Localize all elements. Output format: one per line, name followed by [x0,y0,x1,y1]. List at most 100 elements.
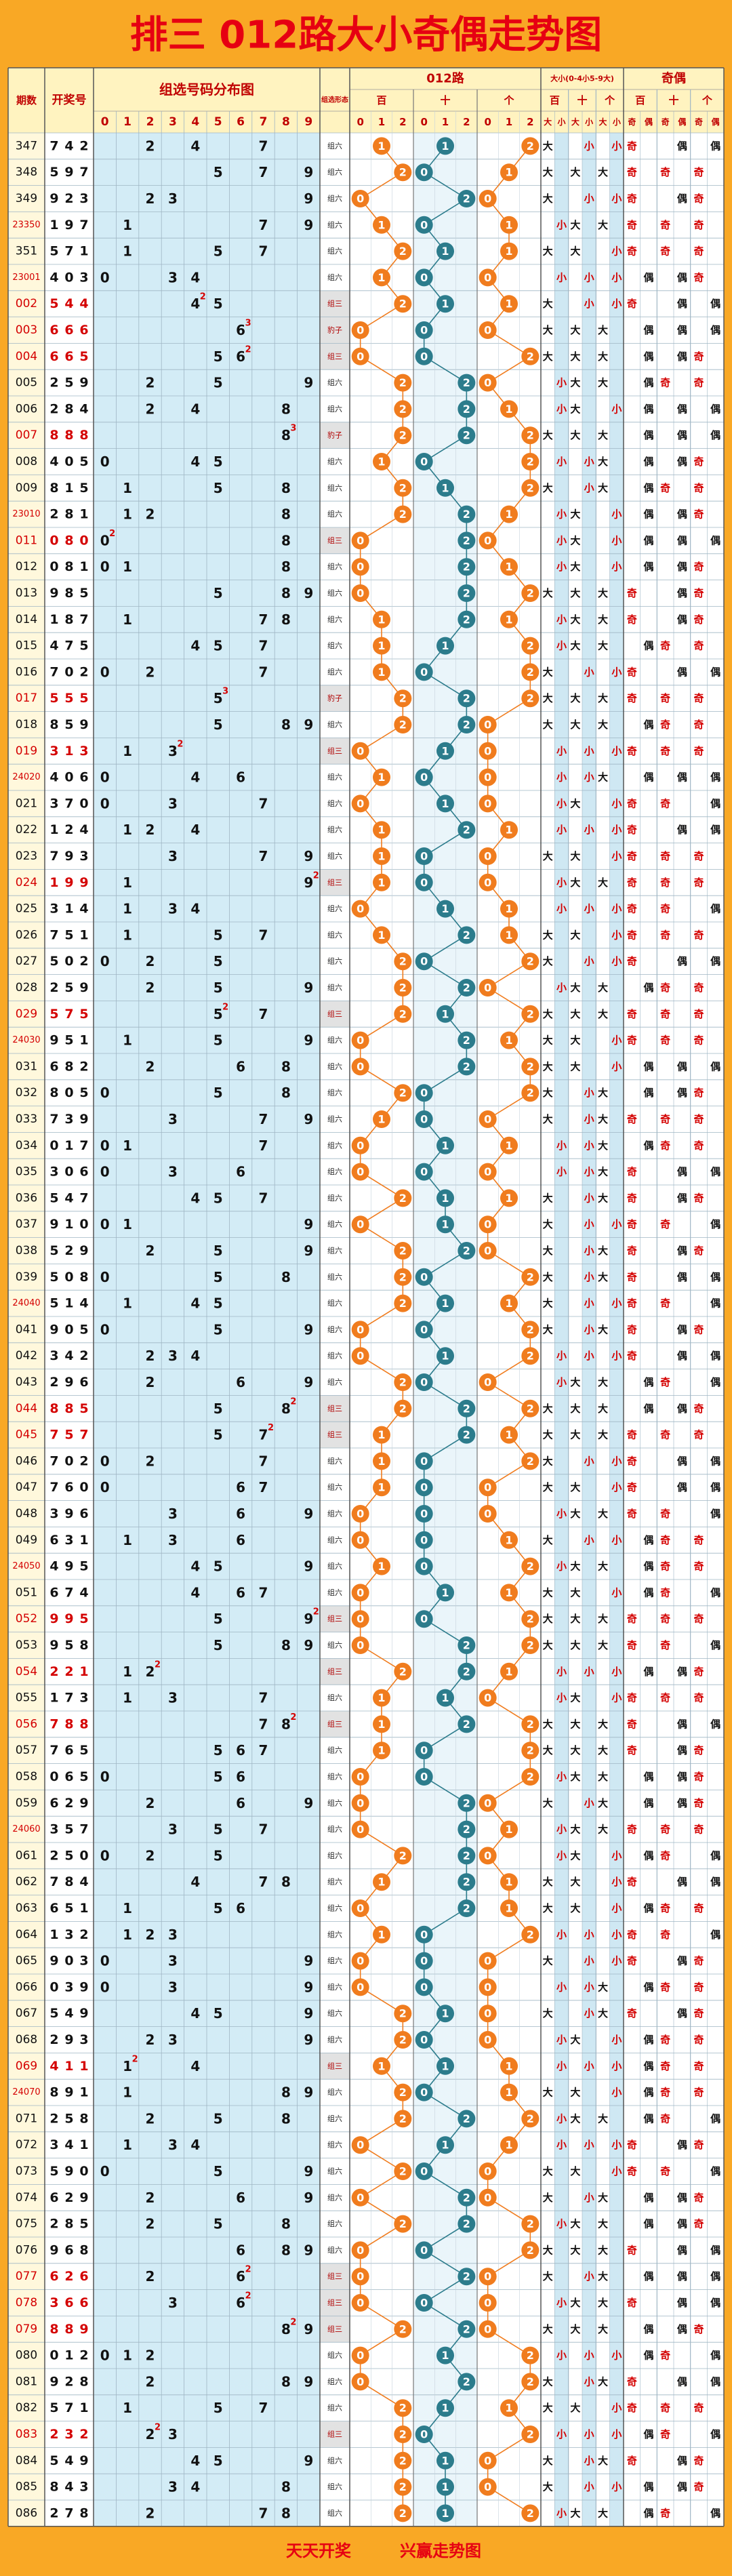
road-value: 2 [527,692,534,705]
draw-digit: 5 [49,2006,58,2021]
cell-bg [320,527,350,554]
dist-digit: 2 [146,190,155,207]
size-value: 小 [611,2350,622,2362]
road-value: 0 [357,902,364,915]
draw-digit: 4 [64,296,73,311]
size-value: 小 [556,2112,567,2125]
parity-value: 偶 [677,2375,687,2388]
size-value: 小 [611,1034,622,1047]
road-circle [500,2136,518,2154]
road-circle [500,400,518,418]
dist-digit: 7 [259,217,268,233]
dist-digit: 9 [304,1032,313,1049]
form: 组六 [327,1193,342,1203]
road-value: 1 [505,218,512,231]
draw-digit: 9 [64,2164,73,2179]
form: 组六 [327,851,342,861]
road-circle [373,1925,390,1944]
parity-value: 偶 [643,2323,653,2335]
dist-digit: 2 [146,1453,155,1469]
road-circle [500,900,518,918]
dist-digit: 4 [190,822,200,838]
draw-digit: 4 [49,639,58,653]
draw-digit: 8 [64,507,73,522]
form: 组六 [327,1246,342,1255]
draw-digit: 3 [49,902,58,917]
dist-digit: 9 [304,1558,313,1575]
road-value: 2 [527,1455,534,1468]
form: 组三 [327,2061,342,2070]
parity-value: 奇 [660,1849,670,1861]
size-value: 大 [570,587,580,599]
road-value: 0 [357,1350,364,1363]
parity-value: 偶 [710,403,720,415]
size-value: 大 [543,1797,553,1809]
parity-value: 偶 [677,429,687,441]
draw-digit: 2 [49,507,58,522]
dist-digit: 5 [214,454,223,470]
issue: 019 [16,744,37,758]
draw-digit: 7 [49,1428,58,1443]
road-circle [394,1189,412,1207]
dist-digit: 8 [281,559,291,575]
road-circle [479,1952,497,1970]
issue: 052 [16,1612,37,1626]
parity-value: 偶 [710,1849,720,1861]
draw-digit: 6 [49,1533,58,1548]
dist-digit: 4 [190,1558,200,1575]
dist-digit: 3 [168,2479,178,2495]
parity-value: 奇 [660,1639,670,1651]
parity-value: 奇 [627,692,637,704]
size-value: 大 [598,1113,608,1125]
issue: 033 [16,1112,37,1126]
dist-digit: 8 [281,401,291,417]
dist-digit: 7 [259,1822,268,1838]
draw-digit: 1 [79,559,88,574]
road-value: 1 [378,218,385,231]
form: 组六 [327,1298,342,1308]
dist-digit: 2 [146,506,155,523]
road-circle [436,1689,454,1707]
form: 组六 [327,2035,342,2045]
road-value: 1 [505,245,512,258]
road-value: 2 [463,561,470,573]
dist-digit: 8 [281,480,291,496]
parity-value: 偶 [710,1271,720,1283]
road-value: 0 [357,1218,364,1231]
parity-value: 奇 [627,1876,637,1888]
size-value: 大 [543,193,553,205]
road-circle [415,1268,433,1286]
form: 组六 [327,246,342,256]
road-circle [394,2451,412,2470]
size-value: 小 [611,824,622,836]
draw-digit: 2 [79,1453,88,1468]
road-value: 2 [399,719,407,731]
draw-digit: 5 [64,980,73,995]
road-circle [436,137,454,155]
form: 组六 [327,404,342,414]
parity-value: 奇 [627,1455,637,1467]
size-value: 小 [584,1087,594,1099]
parity-value: 奇 [693,561,704,573]
size-value: 大 [598,1429,608,1441]
draw-digit: 1 [49,822,58,837]
draw-digit: 0 [64,454,73,469]
issue: 348 [16,165,37,179]
dist-digit: 5 [214,1847,223,1864]
size-value: 小 [556,2507,567,2519]
size-value: 小 [584,2139,594,2151]
dist-digit: 4 [190,769,200,786]
draw-digit: 5 [64,927,73,942]
draw-digit: 1 [49,612,58,627]
parity-value: 偶 [710,2270,720,2282]
road-circle [394,1662,412,1681]
road-values-header: 1 [378,116,385,128]
form: 组六 [327,588,342,598]
size-value: 小 [611,1455,622,1467]
size-value: 小 [611,1849,622,1861]
draw-digit: 7 [64,639,73,653]
draw-digit: 5 [79,1743,88,1758]
draw-digit: 3 [64,1979,73,1994]
draw-digit: 8 [49,1401,58,1416]
cell-bg [320,2316,350,2343]
